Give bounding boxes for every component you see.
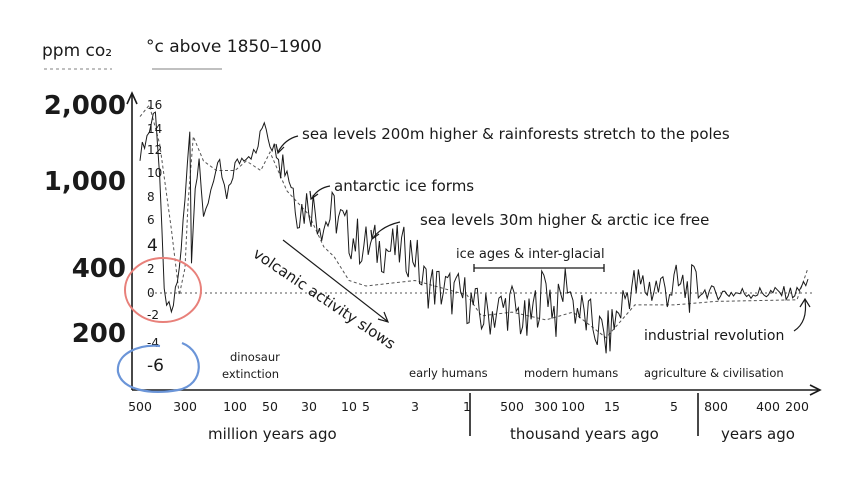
x-tick-label: 1	[463, 399, 471, 414]
annotation-modern-humans: modern humans	[524, 366, 618, 380]
x-tick-label: 300	[534, 399, 558, 414]
volcanic-arrowhead	[377, 311, 390, 323]
annotation-antarctic: antarctic ice forms	[334, 177, 474, 195]
x-tick-label: 100	[561, 399, 585, 414]
annotation-antarctic-arrow	[311, 185, 331, 199]
annotation-sea-200-arrow	[277, 135, 299, 153]
annotation-dinosaur: dinosaur	[230, 350, 280, 364]
time-unit-thousand: thousand years ago	[510, 425, 659, 443]
x-tick-label: 15	[604, 399, 620, 414]
co2-series-line	[139, 103, 809, 339]
x-tick-label: 100	[223, 399, 247, 414]
x-tick-label: 400	[756, 399, 780, 414]
temp-axis-label: °c above 1850–1900	[146, 37, 322, 57]
annotation-early-humans: early humans	[409, 366, 488, 380]
red-highlight-circle	[124, 257, 202, 323]
co2-axis-label: ppm co₂	[42, 41, 112, 61]
industrial-arrow	[793, 299, 807, 332]
annotation-industrial: industrial revolution	[644, 328, 784, 344]
x-tick-label: 30	[301, 399, 317, 414]
x-tick-label: 500	[128, 399, 152, 414]
temp-tick-label: -4	[147, 336, 159, 350]
x-tick-label: 10	[341, 399, 357, 414]
co2-tick-label: 200	[72, 319, 126, 349]
annotation-agriculture: agriculture & civilisation	[644, 366, 784, 380]
x-tick-label: 200	[785, 399, 809, 414]
time-unit-million: million years ago	[208, 425, 337, 443]
annotation-sea-30: sea levels 30m higher & arctic ice free	[420, 211, 709, 229]
co2-tick-label: 400	[72, 254, 126, 284]
co2-tick-label: 1,000	[44, 167, 126, 197]
annotation-extinction: extinction	[222, 367, 279, 381]
co2-tick-label: 2,000	[44, 91, 126, 121]
volcanic-arrow	[282, 239, 388, 322]
co2-tick-labels: 2,000 1,000 400 200	[44, 91, 126, 349]
blue-highlight-circle	[116, 341, 200, 393]
temp-tick-label: 2	[147, 262, 155, 276]
x-tick-label: 500	[500, 399, 524, 414]
temperature-series-line	[139, 111, 809, 354]
x-tick-label: 300	[173, 399, 197, 414]
temp-tick-label: 4	[147, 236, 158, 256]
time-unit-years: years ago	[721, 425, 795, 443]
x-tick-label: 50	[262, 399, 278, 414]
x-tick-label: 5	[362, 399, 370, 414]
industrial-arrowhead	[799, 297, 811, 308]
annotation-ice-ages: ice ages & inter-glacial	[456, 247, 605, 262]
x-tick-label: 5	[670, 399, 678, 414]
x-tick-label: 800	[704, 399, 728, 414]
x-tick-label: 3	[411, 399, 419, 414]
x-axis	[132, 384, 822, 396]
annotation-sea-30-arrowhead	[370, 229, 380, 241]
temp-tick-label: -2	[147, 308, 159, 322]
annotation-sea-30-arrow	[372, 221, 401, 239]
temp-tick-label: 10	[147, 166, 162, 180]
temp-tick-label: -6	[147, 356, 164, 376]
temp-tick-label: 16	[147, 98, 162, 112]
y-axis	[126, 91, 138, 390]
annotation-sea-200: sea levels 200m higher & rainforests str…	[302, 125, 730, 143]
x-tick-labels: 500 300 100 50 30 10 5 3 1 500 300 100 15 5 800 400 200	[128, 399, 809, 414]
temp-tick-label: 6	[147, 213, 155, 227]
annotation-sea-200-arrowhead	[275, 143, 285, 155]
annotation-antarctic-arrowhead	[309, 190, 319, 201]
temp-tick-label: 8	[147, 190, 155, 204]
